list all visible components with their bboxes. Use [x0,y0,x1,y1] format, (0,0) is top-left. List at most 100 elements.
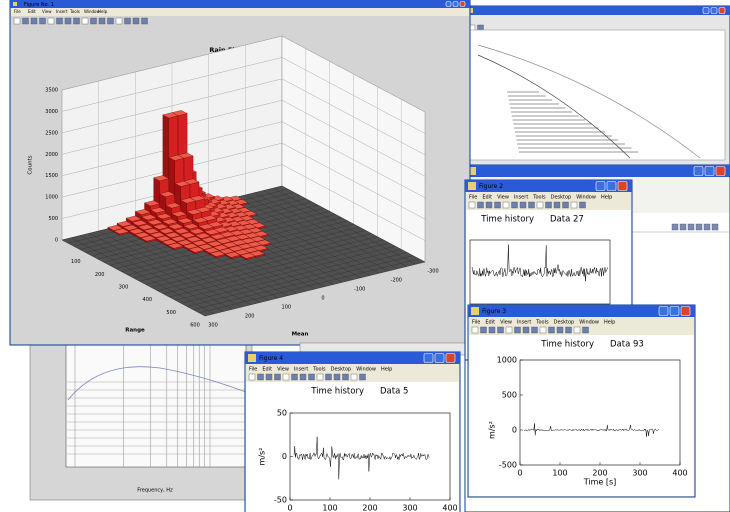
close-button [617,181,628,191]
bar-top [191,240,208,246]
bar-top [216,238,233,244]
x-tick-label: 300 [632,469,647,478]
bar-top [167,223,184,230]
x-tick-label: 300 [402,504,417,512]
z-tick-label: 1500 [45,173,58,179]
bar-top [165,202,182,209]
bar-top [164,232,181,238]
bar-top [131,220,148,226]
bar-top [206,240,223,247]
window-button [669,306,680,316]
toolbar-icon [248,373,256,381]
bar-top [161,239,178,246]
y-tick-label: -50 [274,496,287,505]
toolbar-icon [141,17,148,25]
y-tick-label: 1000 [497,356,517,365]
plot-curve [477,44,701,159]
menu-item: File [469,195,477,201]
floor-mesh [187,252,408,307]
toolbar-icon [56,17,63,25]
bar-top [149,232,166,238]
menu-item: Insert [56,9,68,14]
menu-item: Desktop [551,195,572,201]
menu-item: Edit [28,9,36,14]
bar-top [186,209,203,215]
mean-tick-label: -300 [427,269,438,275]
toolbar-icon [124,17,131,25]
range-tick-label: 600 [190,323,200,329]
signal-trace [523,423,660,437]
window-button [595,181,606,191]
toolbar-icon [81,17,89,25]
bar-top [150,207,167,214]
x-axis-label: Time [s] [583,478,617,487]
window-button [423,353,434,363]
response-curve [67,366,247,401]
bar-top [158,228,175,234]
window-button [693,166,704,176]
toolbar-icon [265,373,273,381]
window-icon [468,182,476,190]
bar-top [174,180,191,187]
mean-tick-label: -200 [391,278,402,284]
y-tick-label: 0 [512,426,517,435]
toolbar-icon [671,223,679,231]
menu-item: Help [98,9,108,14]
menu-item: View [497,195,509,201]
bar-top [180,197,197,204]
bar-top [140,235,157,242]
toolbar-icon [514,326,521,334]
bar-top [177,217,194,224]
bar-top [159,191,176,198]
mean-tick-label: 200 [245,314,255,320]
menu-item: View [42,9,52,14]
mean-tick-label: 0 [321,296,324,302]
range-tick-label: 500 [166,310,176,316]
toolbar-icon [115,17,123,25]
bar-top [185,236,202,243]
bar-top [122,224,139,231]
bar-top [204,229,221,235]
toolbar-icon [468,201,476,209]
menu-item: Desktop [554,320,575,326]
toolbar-icon [703,223,711,231]
toolbar-icon [539,326,547,334]
toolbar-icon [565,326,572,334]
toolbar-icon [536,201,544,209]
toolbar-icon [291,373,298,381]
floor-mesh [198,258,420,314]
toolbar-icon [528,201,535,209]
menu-item: View [277,367,289,373]
toolbar-icon [477,201,484,209]
bar-top [144,200,161,207]
axes-box [289,412,451,501]
y-tick-label: 0 [282,452,287,461]
bar-top [203,247,220,254]
toolbar-icon [573,326,581,334]
bar-top [188,246,205,253]
x-tick-label: 100 [552,469,567,478]
toolbar-icon [711,223,719,231]
toolbar-icon [47,17,55,25]
bar-top [107,224,124,231]
bar-top [146,219,163,226]
bar-top [113,228,130,235]
toolbar-icon [480,326,487,334]
bar-top [137,224,154,231]
bar-top [198,223,215,230]
title-bar [10,0,470,8]
toolbar-icon [679,223,687,231]
plot-heading: Time history [540,340,594,350]
menu-item: Window [356,367,376,373]
z-axis-label: Counts [28,155,34,174]
x-tick-label: 0 [517,469,522,478]
bar-top [212,244,229,251]
toolbar-icon [350,373,358,381]
toolbar-icon [64,17,72,25]
bar-top [224,251,241,258]
z-tick-label: 500 [48,216,58,222]
window-button [452,1,459,7]
plot-heading: Time history [480,215,534,225]
z-tick-label: 1000 [45,195,58,201]
